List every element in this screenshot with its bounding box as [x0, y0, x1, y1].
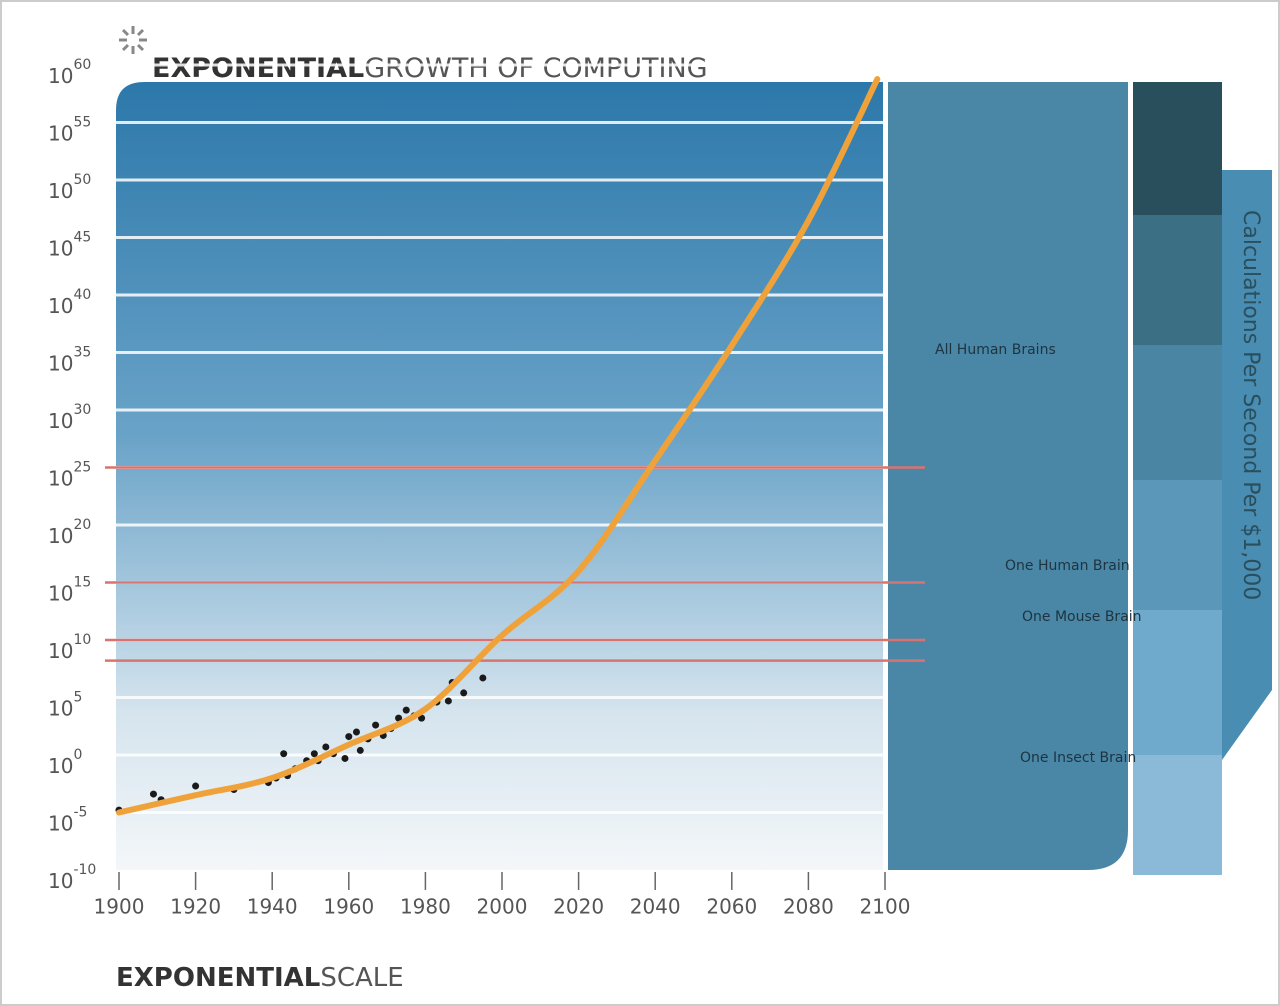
- trend-line: [116, 76, 881, 816]
- tick-exponent: 60: [73, 57, 91, 73]
- data-point: [479, 674, 487, 682]
- scale-block: [1133, 755, 1222, 875]
- tick-base: 10: [48, 639, 73, 663]
- tick-exponent: 0: [73, 747, 82, 763]
- y-tick-label: 1035: [48, 345, 91, 376]
- data-point: [418, 714, 426, 722]
- reference-label: One Insect Brain: [1020, 750, 1136, 766]
- tick-exponent: 30: [73, 402, 91, 418]
- data-point: [322, 743, 330, 751]
- tick-exponent: 10: [73, 632, 91, 648]
- tick-base: 10: [48, 236, 73, 260]
- data-point: [444, 697, 452, 705]
- tick-base: 10: [48, 811, 73, 835]
- y-axis-title: Calculations Per Second Per $1,000: [1238, 210, 1263, 600]
- data-point: [280, 750, 288, 758]
- x-tick-label: 1940: [247, 895, 298, 919]
- tick-base: 10: [48, 869, 73, 893]
- tick-base: 10: [48, 581, 73, 605]
- y-tick-label: 105: [48, 690, 82, 721]
- data-point: [356, 746, 364, 754]
- data-point: [345, 733, 353, 741]
- tick-base: 10: [48, 121, 73, 145]
- tick-base: 10: [48, 351, 73, 375]
- footer-light: SCALE: [320, 963, 403, 993]
- y-tick-label: 1045: [48, 230, 91, 261]
- y-tick-label: 10-10: [48, 862, 96, 893]
- tick-base: 10: [48, 466, 73, 490]
- tick-exponent: 55: [73, 115, 91, 131]
- tick-base: 10: [48, 409, 73, 433]
- data-point: [192, 782, 200, 790]
- tick-exponent: -10: [73, 862, 96, 878]
- y-tick-label: 1020: [48, 517, 91, 548]
- tick-base: 10: [48, 64, 73, 88]
- x-tick-label: 2100: [860, 895, 911, 919]
- side-panel: [888, 82, 1128, 870]
- reference-label: One Mouse Brain: [1022, 609, 1142, 625]
- y-tick-label: 1050: [48, 172, 91, 203]
- data-point: [395, 714, 403, 722]
- x-tick-label: 2020: [553, 895, 604, 919]
- tick-exponent: 50: [73, 172, 91, 188]
- y-tick-label: 100: [48, 747, 82, 778]
- y-tick-label: 1060: [48, 57, 91, 88]
- footer-bold: EXPONENTIAL: [116, 963, 320, 993]
- y-tick-label: 1015: [48, 575, 91, 606]
- tick-base: 10: [48, 524, 73, 548]
- data-point: [372, 721, 380, 729]
- x-tick-label: 1980: [400, 895, 451, 919]
- reference-label: One Human Brain: [1005, 558, 1130, 574]
- tick-base: 10: [48, 754, 73, 778]
- tick-exponent: 35: [73, 345, 91, 361]
- y-tick-label: 1055: [48, 115, 91, 146]
- tick-exponent: -5: [73, 805, 87, 821]
- data-point: [310, 750, 318, 758]
- tick-exponent: 15: [73, 575, 91, 591]
- y-tick-label: 10-5: [48, 805, 87, 836]
- x-tick-label: 2080: [783, 895, 834, 919]
- tick-base: 10: [48, 294, 73, 318]
- tick-exponent: 20: [73, 517, 91, 533]
- x-tick-label: 2060: [706, 895, 757, 919]
- data-point: [460, 689, 468, 697]
- scale-block: [1133, 82, 1222, 215]
- data-point: [149, 790, 157, 798]
- x-tick-label: 2040: [630, 895, 681, 919]
- y-tick-label: 1030: [48, 402, 91, 433]
- title-light: GROWTH OF COMPUTING: [364, 53, 707, 84]
- data-point: [352, 728, 360, 736]
- label-panel: [1222, 170, 1272, 760]
- y-tick-label: 1040: [48, 287, 91, 318]
- chart-title: EXPONENTIALGROWTH OF COMPUTING: [152, 53, 708, 84]
- scale-block: [1133, 610, 1222, 755]
- footer: EXPONENTIALSCALE: [116, 963, 404, 993]
- scale-block: [1133, 345, 1222, 480]
- x-tick-label: 1900: [94, 895, 145, 919]
- tick-exponent: 5: [73, 690, 82, 706]
- x-tick-label: 1920: [170, 895, 221, 919]
- tick-base: 10: [48, 179, 73, 203]
- data-point: [341, 754, 349, 762]
- tick-exponent: 45: [73, 230, 91, 246]
- tick-base: 10: [48, 696, 73, 720]
- plot-area: [116, 82, 883, 870]
- data-point: [402, 706, 410, 714]
- tick-exponent: 25: [73, 460, 91, 476]
- y-tick-label: 1025: [48, 460, 91, 491]
- title-bold: EXPONENTIAL: [152, 53, 364, 84]
- y-tick-label: 1010: [48, 632, 91, 663]
- x-tick-label: 1960: [323, 895, 374, 919]
- logo: [119, 26, 147, 54]
- scale-block: [1133, 215, 1222, 345]
- tick-exponent: 40: [73, 287, 91, 303]
- scale-block: [1133, 480, 1222, 610]
- reference-label: All Human Brains: [935, 342, 1056, 358]
- x-tick-label: 2000: [477, 895, 528, 919]
